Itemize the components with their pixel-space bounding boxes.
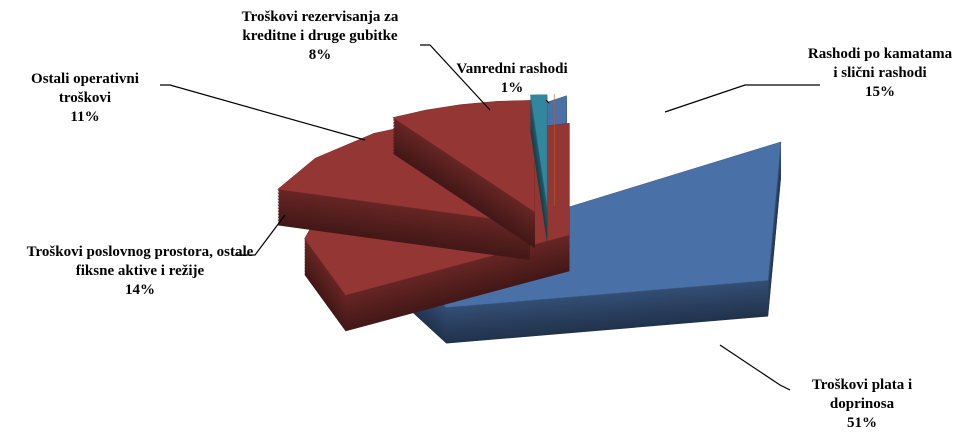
slices: [277, 94, 782, 344]
category-label: Ostali operativni troškovi: [31, 71, 139, 106]
slice: [392, 99, 536, 249]
leader-line: [235, 214, 286, 256]
value-label: 8%: [308, 47, 332, 63]
data-label: Ostali operativni troškovi 11%: [5, 70, 165, 127]
value-label: 14%: [125, 282, 155, 298]
leader-line: [719, 344, 791, 391]
category-label: Vanredni rashodi: [456, 61, 568, 77]
value-label: 51%: [847, 415, 877, 431]
category-label: Troškovi poslovnog prostora, ostale fiks…: [26, 244, 254, 279]
data-label: Vanredni rashodi 1%: [442, 60, 582, 98]
value-label: 11%: [70, 109, 100, 125]
leader-line: [160, 84, 366, 141]
category-label: Rashodi po kamatama i slični rashodi: [807, 46, 953, 81]
data-label: Troškovi poslovnog prostora, ostale fiks…: [20, 243, 260, 300]
data-label: Troškovi rezervisanja za kreditne i drug…: [220, 8, 420, 65]
leader-line: [545, 99, 550, 104]
value-label: 1%: [500, 80, 524, 96]
leader-line: [664, 84, 820, 113]
slice: [530, 94, 548, 243]
data-label: Troškovi plata i doprinosa 51%: [792, 376, 932, 433]
slice-top: [530, 94, 548, 207]
leader-lines: [160, 44, 820, 391]
data-label: Rashodi po kamatama i slični rashodi 15%: [805, 45, 955, 102]
category-label: Troškovi rezervisanja za kreditne i drug…: [241, 9, 399, 44]
value-label: 15%: [865, 84, 895, 100]
category-label: Troškovi plata i doprinosa: [811, 377, 913, 412]
leader-line: [420, 44, 491, 111]
